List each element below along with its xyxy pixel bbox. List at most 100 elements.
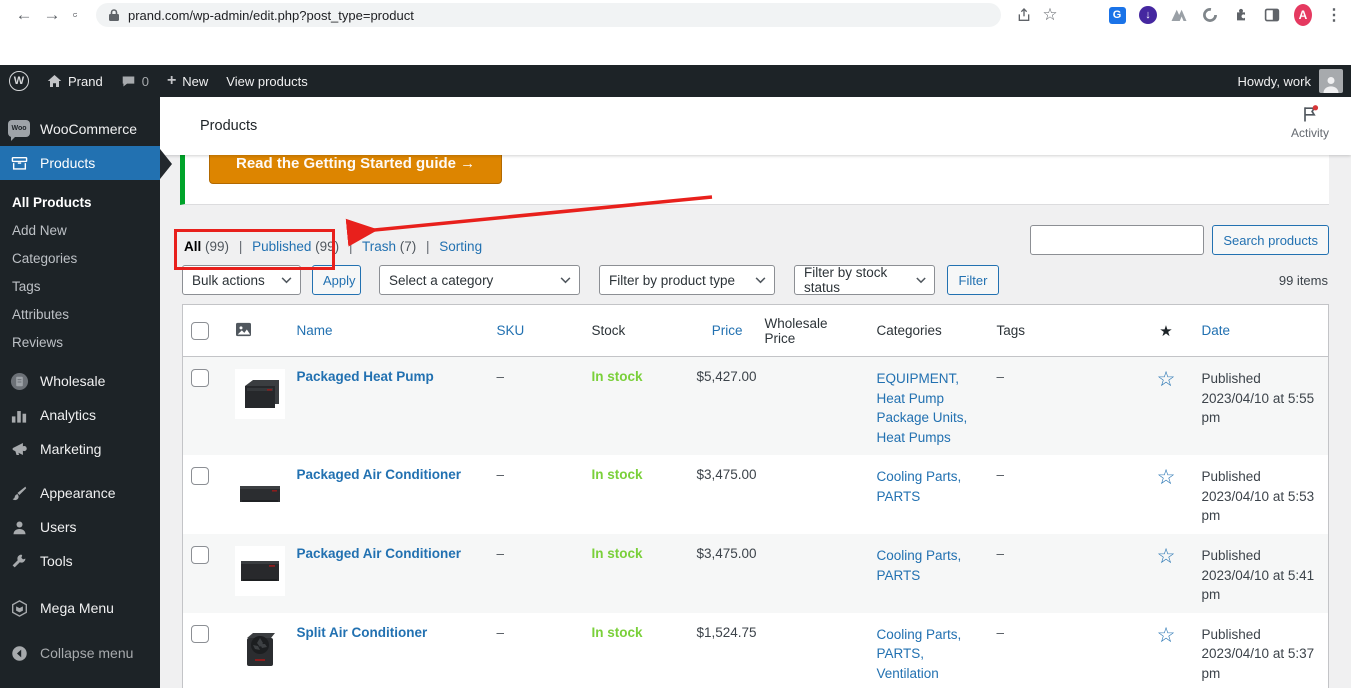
stock-status-filter-select[interactable]: Filter by stock status [794,265,935,295]
sidebar-item-analytics[interactable]: Analytics [0,398,160,432]
select-all-checkbox[interactable] [191,321,209,340]
sku-value: – [496,545,505,561]
megaphone-icon [8,441,30,457]
new-content-menu[interactable]: + New [166,72,209,89]
wholesale-price-cell [757,357,869,456]
filter-button[interactable]: Filter [947,265,999,295]
extension-a-icon[interactable] [1170,6,1188,24]
sidebar-item-reviews[interactable]: Reviews [12,334,64,350]
star-outline-icon[interactable]: ☆ [1156,544,1176,568]
column-header-name[interactable]: Name [288,304,489,357]
product-image[interactable] [234,545,285,596]
column-header-date[interactable]: Date [1193,304,1329,357]
category-links[interactable]: EQUIPMENT, Heat Pump Package Units, Heat… [876,371,968,445]
wp-admin-bar: W Prand 0 + New View products Howdy, wor… [0,65,1351,97]
sidebar-item-tools[interactable]: Tools [0,544,160,578]
chevron-down-icon [755,276,766,283]
extensions-puzzle-icon[interactable] [1232,6,1250,24]
wp-logo[interactable]: W [0,65,38,97]
browser-reload-icon[interactable] [66,6,84,24]
sidebar-item-marketing[interactable]: Marketing [0,432,160,466]
column-header-price[interactable]: Price [688,304,757,357]
row-checkbox[interactable] [191,369,209,387]
column-header-sku[interactable]: SKU [488,304,584,357]
row-checkbox[interactable] [191,545,209,564]
product-image[interactable] [234,467,285,518]
collapse-arrow-icon [8,645,30,662]
share-icon[interactable] [1015,6,1033,24]
sidebar-item-all-products[interactable]: All Products [12,194,92,210]
view-published[interactable]: Published (99) [252,239,340,254]
column-header-stock: Stock [583,304,689,357]
comments-menu[interactable]: 0 [112,65,158,97]
sidebar-item-appearance[interactable]: Appearance [0,476,160,510]
price-value: $3,475.00 [696,467,757,483]
date-cell: Published 2023/04/10 at 5:55 pm [1201,371,1315,426]
sidebar-collapse-menu[interactable]: Collapse menu [0,636,160,670]
my-account-menu[interactable]: Howdy, work [1238,69,1343,93]
row-checkbox[interactable] [191,624,209,643]
bulk-actions-select[interactable]: Bulk actions [182,265,301,295]
view-all[interactable]: All (99) [184,239,230,254]
side-panel-icon[interactable] [1263,6,1281,24]
products-submenu: All Products Add New Categories Tags Att… [0,180,160,364]
translate-icon[interactable]: G [1108,6,1126,24]
product-name-link[interactable]: Packaged Air Conditioner [296,545,462,561]
product-image[interactable] [234,624,285,675]
search-input[interactable] [1030,225,1205,255]
analytics-bars-icon [8,408,30,423]
product-name-link[interactable]: Packaged Air Conditioner [296,467,462,483]
sidebar-item-tags[interactable]: Tags [12,278,41,294]
row-checkbox[interactable] [191,467,209,486]
chevron-down-icon [560,276,571,283]
product-type-filter-select[interactable]: Filter by product type [599,265,775,295]
sidebar-item-mega-menu[interactable]: Mega Menu [0,591,160,625]
star-outline-icon[interactable]: ☆ [1156,368,1176,391]
sidebar-item-users[interactable]: Users [0,510,160,544]
download-icon[interactable]: ↓ [1139,6,1157,24]
sku-value: – [496,369,505,384]
price-value: $5,427.00 [696,369,757,384]
view-sorting[interactable]: Sorting [439,239,483,254]
table-row: Packaged Air Conditioner – In stock $3,4… [182,533,1329,613]
date-cell: Published 2023/04/10 at 5:41 pm [1201,547,1315,603]
category-links[interactable]: Cooling Parts, PARTS, Ventilation [876,626,962,681]
category-links[interactable]: Cooling Parts, PARTS [876,547,962,583]
sidebar-item-wholesale[interactable]: Wholesale [0,364,160,398]
product-image[interactable] [234,369,285,419]
sidebar-item-add-new[interactable]: Add New [12,222,67,238]
url-bar[interactable]: prand.com/wp-admin/edit.php?post_type=pr… [96,3,1001,27]
products-table: Name SKU Stock Price Wholesale Price Cat… [182,304,1329,688]
site-name-menu[interactable]: Prand [38,65,112,97]
category-filter-select[interactable]: Select a category [379,265,580,295]
browser-menu-icon[interactable]: ⋮ [1326,7,1342,24]
star-outline-icon[interactable]: ☆ [1156,623,1176,647]
stock-status: In stock [591,624,643,640]
table-header-row: Name SKU Stock Price Wholesale Price Cat… [182,304,1329,357]
product-name-link[interactable]: Split Air Conditioner [296,624,428,640]
star-outline-icon[interactable]: ☆ [1156,466,1176,490]
extension-circle-icon[interactable] [1201,6,1219,24]
getting-started-button[interactable]: Read the Getting Started guide → [209,155,503,184]
category-links[interactable]: Cooling Parts, PARTS [876,469,962,504]
woocommerce-header: Products Activity [160,97,1351,155]
chevron-down-icon [281,276,292,283]
tools-wrench-icon [8,553,30,569]
browser-forward-icon[interactable]: → [43,5,61,24]
bookmark-star-icon[interactable]: ☆ [1042,5,1058,24]
view-products-menu[interactable]: View products [226,73,308,89]
stock-status: In stock [591,545,643,561]
apply-button[interactable]: Apply [312,265,361,295]
sidebar-item-woocommerce[interactable]: Woo WooCommerce [0,111,160,146]
sidebar-item-products[interactable]: Products [0,146,160,180]
view-trash[interactable]: Trash (7) [361,239,417,254]
browser-back-icon[interactable]: ← [15,5,33,24]
tags-value: – [996,624,1005,640]
table-row: Split Air Conditioner – In stock $1,524.… [182,612,1329,688]
sidebar-item-attributes[interactable]: Attributes [12,306,70,322]
search-products-button[interactable]: Search products [1212,225,1329,255]
activity-button[interactable]: Activity [1291,104,1329,140]
browser-profile-avatar[interactable]: A [1294,4,1312,26]
product-name-link[interactable]: Packaged Heat Pump [296,369,434,384]
sidebar-item-categories[interactable]: Categories [12,250,78,266]
